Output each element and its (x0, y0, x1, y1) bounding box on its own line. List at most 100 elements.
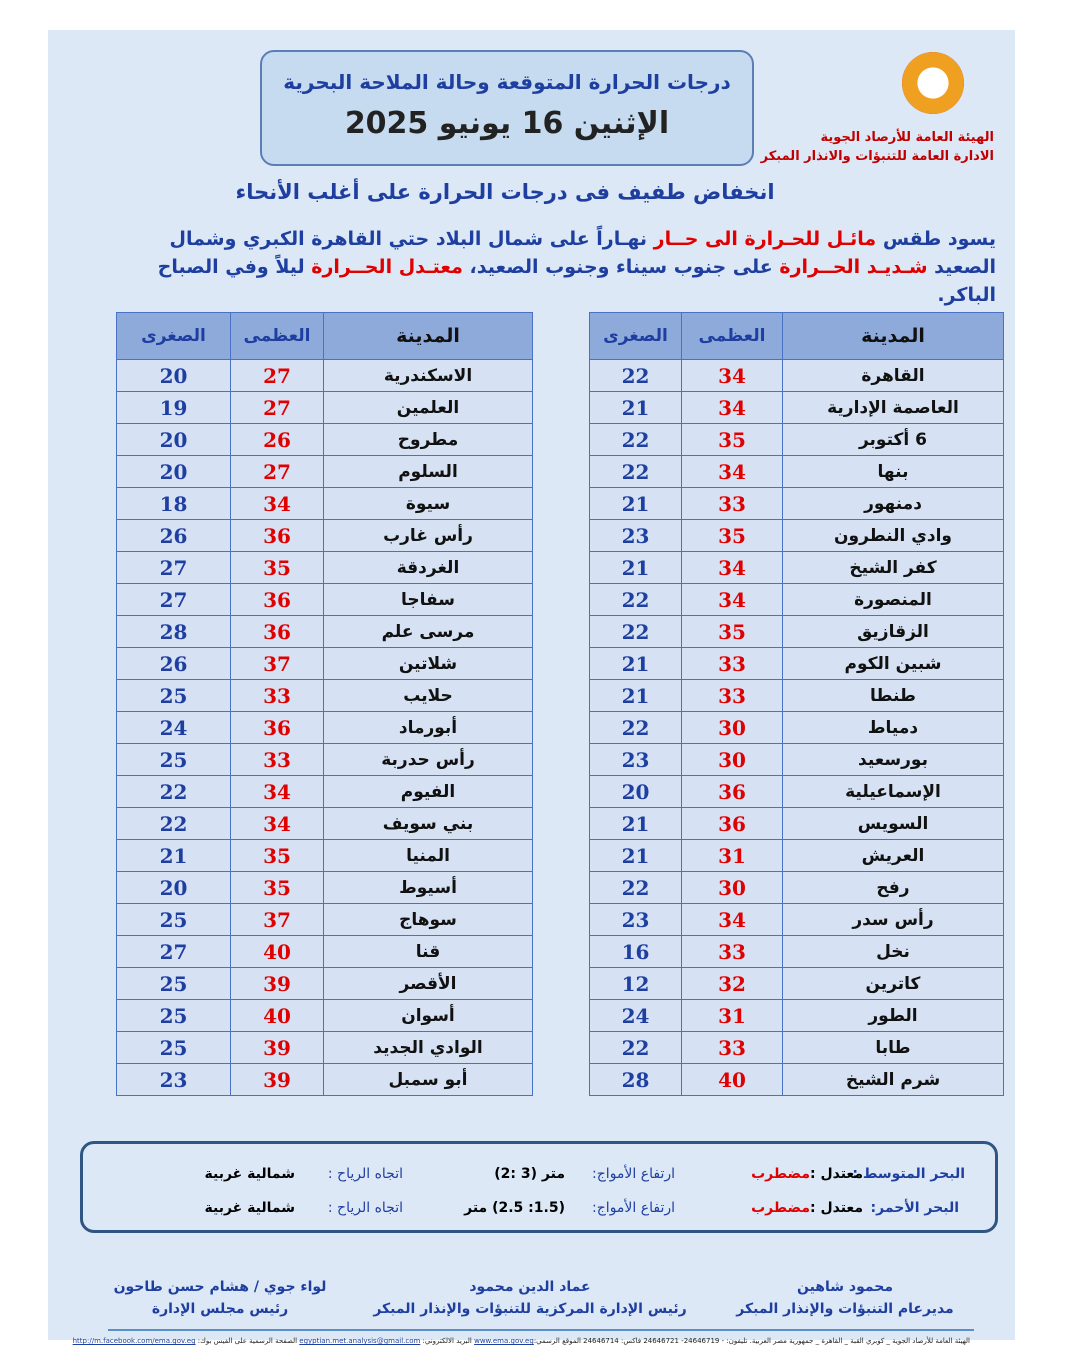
wind-value: شمالية غربية (204, 1166, 295, 1182)
cell-min: 24 (116, 711, 231, 744)
cell-city: الزقازيق (782, 615, 1004, 648)
table-row: الإسماعيلية 36 20 (589, 775, 1004, 808)
cell-min: 22 (116, 807, 231, 840)
cell-city: دمياط (782, 711, 1004, 744)
cell-min: 22 (589, 615, 682, 648)
text-highlight: شـديـد الحــرارة (779, 256, 928, 278)
cell-city: السلوم (323, 455, 533, 488)
facebook-label: الصفحة الرسمية على الفيس بوك: (195, 1337, 300, 1345)
table-row: الطور 31 24 (589, 999, 1004, 1032)
cell-city: 6 أكتوبر (782, 423, 1004, 456)
cell-max: 36 (230, 615, 324, 648)
cell-city: قنا (323, 935, 533, 968)
table-row: أسوان 40 25 (116, 999, 533, 1032)
table-row: السلوم 27 20 (116, 455, 533, 488)
table-row: 6 أكتوبر 35 22 (589, 423, 1004, 456)
cell-city: شلاتين (323, 647, 533, 680)
organization: الهيئة العامة للأرصاد الجوية الادارة الع… (761, 128, 994, 166)
wind-label: اتجاه الرياح : (327, 1166, 403, 1182)
cell-max: 34 (230, 807, 324, 840)
col-min: الصغرى (589, 312, 682, 360)
cell-min: 12 (589, 967, 682, 1000)
wind-value: شمالية غربية (204, 1200, 295, 1216)
text: على جنوب سيناء وجنوب الصعيد، (462, 256, 780, 278)
cell-max: 37 (230, 903, 324, 936)
cell-min: 25 (116, 967, 231, 1000)
org-name: الهيئة العامة للأرصاد الجوية (820, 130, 994, 145)
cell-max: 34 (681, 391, 783, 424)
table-row: العلمين 27 19 (116, 391, 533, 424)
signature-1: محمود شاهين مديرعام التنبؤات والإنذار الم… (730, 1276, 960, 1320)
cell-city: رفح (782, 871, 1004, 904)
table-row: سفاجا 36 27 (116, 583, 533, 616)
cell-min: 20 (116, 871, 231, 904)
text-highlight: مائـل للحـرارة الى حــار (653, 228, 877, 250)
headline: انخفاض طفيف فى درجات الحرارة على أغلب ال… (235, 180, 775, 204)
table-header: المدينة العظمى الصغرى (589, 312, 1004, 360)
table-row: شلاتين 37 26 (116, 647, 533, 680)
cell-min: 25 (116, 679, 231, 712)
cell-city: طابا (782, 1031, 1004, 1064)
cell-max: 35 (230, 871, 324, 904)
cell-min: 25 (116, 1031, 231, 1064)
cell-min: 22 (589, 1031, 682, 1064)
table-row: سوهاج 37 25 (116, 903, 533, 936)
cell-max: 30 (681, 743, 783, 776)
col-min: الصغرى (116, 312, 231, 360)
cell-min: 21 (589, 647, 682, 680)
cell-city: أسوان (323, 999, 533, 1032)
cell-city: العلمين (323, 391, 533, 424)
cell-city: أسيوط (323, 871, 533, 904)
cell-city: رأس حدربة (323, 743, 533, 776)
table-row: بورسعيد 30 23 (589, 743, 1004, 776)
cell-max: 35 (230, 839, 324, 872)
cell-min: 27 (116, 583, 231, 616)
cell-city: الفيوم (323, 775, 533, 808)
table-row: دمنهور 33 21 (589, 487, 1004, 520)
table-row: المنصورة 34 22 (589, 583, 1004, 616)
cell-max: 33 (230, 743, 324, 776)
table-row: الاسكندرية 27 20 (116, 359, 533, 392)
email-link[interactable]: egyptian.met.analysis@gmail.com (299, 1337, 421, 1345)
signer-name: محمود شاهين (796, 1279, 894, 1295)
cell-max: 36 (681, 807, 783, 840)
cell-max: 33 (681, 647, 783, 680)
table-row: القاهرة 34 22 (589, 359, 1004, 392)
cell-max: 40 (681, 1063, 783, 1096)
cell-city: كفر الشيخ (782, 551, 1004, 584)
cell-city: دمنهور (782, 487, 1004, 520)
cell-city: المنصورة (782, 583, 1004, 616)
table-row: أبورماد 36 24 (116, 711, 533, 744)
table-row: العريش 31 21 (589, 839, 1004, 872)
table-row: كفر الشيخ 34 21 (589, 551, 1004, 584)
table-row: كاترين 32 12 (589, 967, 1004, 1000)
org-department: الادارة العامة للتنبؤات والانذار المبكر (760, 149, 994, 164)
facebook-link[interactable]: http://m.facebook.com/ema.gov.eg (72, 1337, 196, 1345)
cell-max: 33 (681, 1031, 783, 1064)
cell-max: 40 (230, 935, 324, 968)
wind-label: اتجاه الرياح : (327, 1200, 403, 1216)
table-row: طابا 33 22 (589, 1031, 1004, 1064)
cell-min: 20 (116, 359, 231, 392)
cell-city: شبين الكوم (782, 647, 1004, 680)
table-row: الزقازيق 35 22 (589, 615, 1004, 648)
table-row: مطروح 26 20 (116, 423, 533, 456)
cell-max: 36 (681, 775, 783, 808)
cell-min: 25 (116, 999, 231, 1032)
cell-max: 39 (230, 1031, 324, 1064)
cell-min: 26 (116, 647, 231, 680)
cell-min: 22 (589, 583, 682, 616)
website-link[interactable]: www.ema.gov.eg (474, 1337, 534, 1345)
cell-max: 33 (681, 935, 783, 968)
cell-max: 40 (230, 999, 324, 1032)
cell-min: 22 (589, 455, 682, 488)
cell-min: 23 (116, 1063, 231, 1096)
forecast-paragraph: يسود طقس مائـل للحـرارة الى حــار نهـارا… (150, 225, 996, 309)
table-row: سيوة 34 18 (116, 487, 533, 520)
cell-city: أبورماد (323, 711, 533, 744)
cell-city: رأس سدر (782, 903, 1004, 936)
cell-max: 30 (681, 711, 783, 744)
cell-city: السويس (782, 807, 1004, 840)
table-row: طنطا 33 21 (589, 679, 1004, 712)
cell-max: 33 (681, 487, 783, 520)
